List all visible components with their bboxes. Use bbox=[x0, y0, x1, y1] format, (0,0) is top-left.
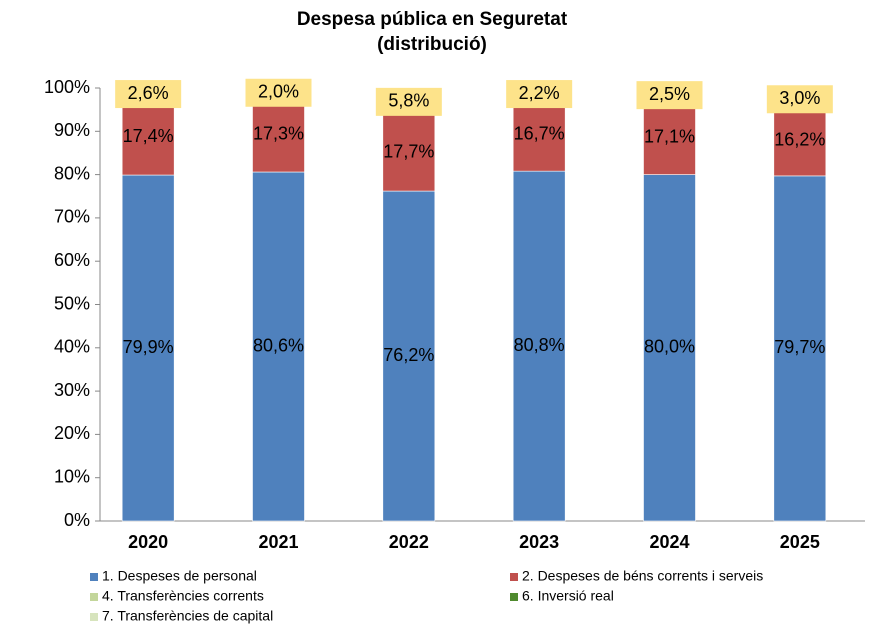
value-label: 17,4% bbox=[123, 126, 174, 146]
value-label: 17,7% bbox=[383, 141, 434, 161]
x-tick-label: 2022 bbox=[389, 532, 429, 552]
label-box bbox=[375, 87, 442, 116]
x-tick-label: 2024 bbox=[649, 532, 689, 552]
legend-label: 7. Transferències de capital bbox=[102, 608, 273, 624]
legend-swatch bbox=[90, 573, 98, 581]
value-label: 76,2% bbox=[383, 345, 434, 365]
value-label: 5,8% bbox=[388, 91, 429, 111]
legend-label: 4. Transferències corrents bbox=[102, 588, 264, 604]
y-tick-label: 60% bbox=[54, 250, 90, 270]
bar-segment bbox=[382, 190, 436, 522]
value-label: 17,1% bbox=[644, 126, 695, 146]
value-label: 2,5% bbox=[649, 84, 690, 104]
legend-label: 6. Inversió real bbox=[522, 588, 614, 604]
value-label: 3,0% bbox=[779, 88, 820, 108]
y-tick-label: 100% bbox=[44, 77, 90, 97]
bar-segment bbox=[643, 174, 696, 522]
y-tick-label: 50% bbox=[54, 293, 90, 313]
bar-segment bbox=[512, 98, 566, 172]
value-label: 17,3% bbox=[253, 123, 304, 143]
legend-swatch bbox=[510, 593, 518, 601]
y-tick-label: 0% bbox=[64, 510, 90, 530]
x-tick-label: 2025 bbox=[780, 532, 820, 552]
label-box bbox=[115, 80, 182, 109]
value-label: 2,6% bbox=[128, 83, 169, 103]
x-tick-label: 2023 bbox=[519, 532, 559, 552]
x-tick-label: 2021 bbox=[258, 532, 298, 552]
value-label: 80,6% bbox=[253, 335, 304, 355]
bar-segment bbox=[121, 174, 175, 522]
y-tick-label: 40% bbox=[54, 337, 90, 357]
value-label: 79,7% bbox=[774, 337, 825, 357]
label-box bbox=[636, 81, 703, 110]
y-tick-label: 90% bbox=[54, 120, 90, 140]
legend-swatch bbox=[90, 613, 98, 621]
value-label: 80,8% bbox=[514, 335, 565, 355]
value-label: 2,0% bbox=[258, 82, 299, 102]
bar-segment bbox=[252, 171, 305, 522]
bar-segment bbox=[121, 99, 175, 176]
legend-label: 1. Despeses de personal bbox=[102, 568, 257, 584]
legend-swatch bbox=[90, 593, 98, 601]
bar-segment bbox=[382, 114, 436, 192]
value-label: 79,9% bbox=[123, 337, 174, 357]
y-tick-label: 20% bbox=[54, 423, 90, 443]
label-box bbox=[766, 85, 833, 114]
x-tick-label: 2020 bbox=[128, 532, 168, 552]
value-label: 16,7% bbox=[514, 124, 565, 144]
y-tick-label: 10% bbox=[54, 466, 90, 486]
label-box bbox=[506, 80, 573, 109]
bar-segment bbox=[773, 175, 827, 522]
legend-swatch bbox=[510, 573, 518, 581]
bar-segment bbox=[252, 96, 305, 173]
bar-segment bbox=[643, 100, 696, 175]
chart-subtitle: (distribució) bbox=[377, 34, 487, 55]
chart-title: Despesa pública en Seguretat bbox=[297, 9, 568, 30]
value-label: 16,2% bbox=[774, 130, 825, 150]
bar-segment bbox=[773, 105, 827, 177]
value-label: 2,2% bbox=[519, 83, 560, 103]
y-tick-label: 70% bbox=[54, 207, 90, 227]
y-tick-label: 30% bbox=[54, 380, 90, 400]
y-tick-label: 80% bbox=[54, 163, 90, 183]
legend-label: 2. Despeses de béns corrents i serveis bbox=[522, 568, 763, 584]
value-label: 80,0% bbox=[644, 337, 695, 357]
label-box bbox=[245, 78, 312, 107]
